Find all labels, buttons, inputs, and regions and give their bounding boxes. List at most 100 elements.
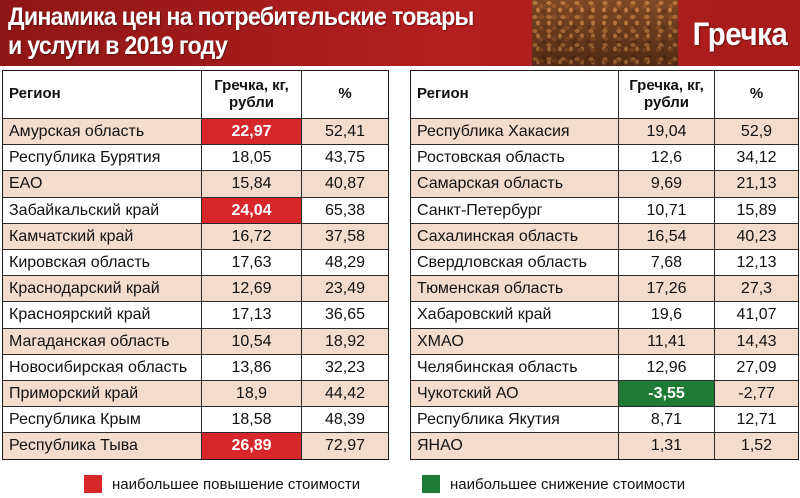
percent-cell: 72,97 bbox=[324, 437, 366, 455]
region-cell: Республика Якутия bbox=[411, 407, 619, 433]
table-row: Кировская область 17,63 48,29 bbox=[3, 249, 388, 277]
percent-cell: 18,92 bbox=[324, 332, 366, 350]
legend-increase-label: наибольшее повышение стоимости bbox=[112, 475, 361, 493]
percent-cell: 12,13 bbox=[736, 253, 777, 271]
percent-cell: 37,58 bbox=[324, 227, 366, 245]
table-row: Хабаровский край 19,6 41,07 bbox=[411, 302, 798, 329]
price-cell: 24,04 bbox=[202, 197, 302, 223]
price-cell: -3,55 bbox=[619, 380, 715, 407]
price-cell: 12,69 bbox=[202, 276, 302, 302]
price-cell: 18,05 bbox=[202, 145, 302, 171]
region-cell: Самарская область bbox=[411, 171, 619, 197]
table-row: Свердловская область 7,68 12,13 bbox=[411, 249, 798, 277]
region-cell: Забайкальский край bbox=[3, 197, 202, 223]
region-cell: Челябинская область bbox=[411, 354, 619, 380]
column-header-percent: % bbox=[338, 85, 352, 102]
table-row: ЕАО 15,84 40,87 bbox=[3, 171, 388, 198]
price-cell: 1,31 bbox=[619, 433, 715, 460]
table-row: Тюменская область 17,26 27,3 bbox=[411, 276, 798, 303]
percent-cell: 1,52 bbox=[740, 437, 773, 455]
price-cell: 16,72 bbox=[202, 223, 302, 249]
region-cell: Санкт-Петербург bbox=[411, 197, 619, 223]
table-row: Республика Бурятия 18,05 43,75 bbox=[3, 145, 388, 172]
region-cell: ЯНАО bbox=[411, 433, 619, 460]
column-header-price: Гречка, кг, рубли bbox=[619, 71, 715, 118]
percent-cell: 14,43 bbox=[736, 332, 777, 350]
page-title: Динамика цен на потребительские товары и… bbox=[8, 3, 474, 60]
legend-swatch-red bbox=[84, 475, 102, 493]
percent-cell: 41,07 bbox=[736, 306, 777, 324]
table-row: Республика Якутия 8,71 12,71 bbox=[411, 407, 798, 434]
price-table-left: Регион Гречка, кг, рубли % Амурская обла… bbox=[2, 70, 389, 461]
price-cell: 17,13 bbox=[202, 302, 302, 328]
region-cell: Краснодарский край bbox=[3, 276, 202, 302]
percent-cell: 65,38 bbox=[324, 201, 366, 219]
price-cell: 22,97 bbox=[202, 119, 302, 145]
region-cell: Новосибирская область bbox=[3, 354, 202, 380]
region-cell: Республика Бурятия bbox=[3, 145, 202, 171]
region-cell: ЕАО bbox=[3, 171, 202, 197]
region-cell: Приморский край bbox=[3, 380, 202, 407]
legend-decrease-label: наибольшее снижение стоимости bbox=[450, 475, 686, 493]
table-row: Камчатский край 16,72 37,58 bbox=[3, 223, 388, 250]
table-row: Новосибирская область 13,86 32,23 bbox=[3, 354, 388, 381]
percent-cell: 43,75 bbox=[324, 149, 366, 167]
price-cell: 18,58 bbox=[202, 407, 302, 433]
table-row: ЯНАО 1,31 1,52 bbox=[411, 433, 798, 460]
table-row: Санкт-Петербург 10,71 15,89 bbox=[411, 197, 798, 224]
table-row: Чукотский АО -3,55 -2,77 bbox=[411, 380, 798, 408]
price-cell: 8,71 bbox=[619, 407, 715, 433]
price-cell: 17,63 bbox=[202, 249, 302, 276]
table-header-row: Регион Гречка, кг, рубли % bbox=[3, 71, 388, 119]
region-cell: Хабаровский край bbox=[411, 302, 619, 328]
legend-decrease: наибольшее снижение стоимости bbox=[422, 474, 685, 494]
table-row: Магаданская область 10,54 18,92 bbox=[3, 328, 388, 355]
column-header-percent: % bbox=[749, 85, 764, 102]
price-cell: 7,68 bbox=[619, 249, 715, 276]
region-cell: Камчатский край bbox=[3, 223, 202, 249]
price-cell: 10,54 bbox=[202, 328, 302, 354]
table-row: Челябинская область 12,96 27,09 bbox=[411, 354, 798, 381]
buckwheat-photo bbox=[532, 0, 678, 66]
percent-cell: -2,77 bbox=[738, 384, 775, 402]
table-row: Приморский край 18,9 44,42 bbox=[3, 380, 388, 408]
price-cell: 12,96 bbox=[619, 354, 715, 380]
percent-cell: 32,23 bbox=[324, 358, 366, 376]
price-cell: 11,41 bbox=[619, 328, 715, 354]
region-cell: ХМАО bbox=[411, 328, 619, 354]
price-table-right: Регион Гречка, кг, рубли % Республика Ха… bbox=[410, 70, 799, 461]
product-label: Гречка bbox=[692, 16, 788, 52]
region-cell: Кировская область bbox=[3, 249, 202, 276]
price-cell: 18,9 bbox=[202, 380, 302, 407]
price-cell: 15,84 bbox=[202, 171, 302, 197]
price-cell: 16,54 bbox=[619, 223, 715, 249]
table-row: ХМАО 11,41 14,43 bbox=[411, 328, 798, 355]
legend-swatch-green bbox=[422, 475, 440, 493]
percent-cell: 23,49 bbox=[324, 280, 366, 298]
region-cell: Тюменская область bbox=[411, 276, 619, 302]
percent-cell: 12,71 bbox=[736, 411, 777, 429]
price-cell: 10,71 bbox=[619, 197, 715, 223]
region-cell: Республика Хакасия bbox=[411, 119, 619, 145]
table-row: Республика Тыва 26,89 72,97 bbox=[3, 433, 388, 460]
percent-cell: 48,29 bbox=[324, 253, 366, 271]
column-header-price: Гречка, кг, рубли bbox=[202, 71, 302, 118]
region-cell: Ростовская область bbox=[411, 145, 619, 171]
percent-cell: 52,9 bbox=[740, 123, 773, 140]
table-header-row: Регион Гречка, кг, рубли % bbox=[411, 71, 798, 119]
table-row: Краснодарский край 12,69 23,49 bbox=[3, 276, 388, 303]
price-cell: 19,04 bbox=[619, 119, 715, 145]
percent-cell: 52,41 bbox=[324, 123, 366, 140]
region-cell: Красноярский край bbox=[3, 302, 202, 328]
percent-cell: 40,23 bbox=[736, 227, 777, 245]
column-header-region: Регион bbox=[3, 71, 202, 118]
table-row: Самарская область 9,69 21,13 bbox=[411, 171, 798, 198]
region-cell: Амурская область bbox=[3, 119, 202, 145]
legend-increase: наибольшее повышение стоимости bbox=[84, 474, 360, 494]
price-cell: 17,26 bbox=[619, 276, 715, 302]
region-cell: Республика Крым bbox=[3, 407, 202, 433]
price-cell: 26,89 bbox=[202, 433, 302, 460]
price-cell: 13,86 bbox=[202, 354, 302, 380]
table-row: Красноярский край 17,13 36,65 bbox=[3, 302, 388, 329]
region-cell: Сахалинская область bbox=[411, 223, 619, 249]
